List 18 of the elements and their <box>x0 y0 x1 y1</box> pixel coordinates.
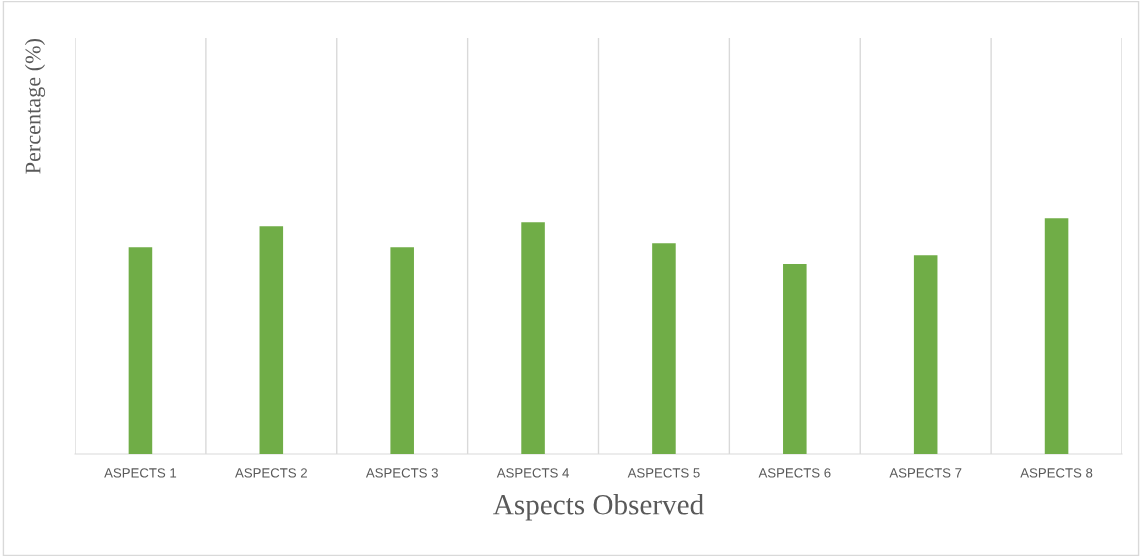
bar <box>783 264 807 454</box>
bar <box>128 247 153 454</box>
x-axis-title: Aspects Observed <box>493 494 704 521</box>
x-tick-label: ASPECTS 2 <box>235 468 307 478</box>
x-tick-label: ASPECTS 1 <box>104 468 177 478</box>
x-tick-label: ASPECTS 5 <box>627 468 700 478</box>
bar <box>390 247 414 454</box>
x-tick-label: ASPECTS 4 <box>496 468 569 478</box>
x-tick-label: ASPECTS 8 <box>1020 468 1093 478</box>
bar <box>521 222 545 454</box>
y-axis-title: Percentage (%) <box>24 38 46 174</box>
x-tick-label: ASPECTS 7 <box>889 468 962 478</box>
bar <box>259 226 284 454</box>
bar <box>652 243 676 454</box>
bar <box>913 255 938 454</box>
x-tick-label: ASPECTS 3 <box>365 468 438 478</box>
x-tick-label: ASPECTS 6 <box>758 468 831 478</box>
bar <box>1044 218 1069 454</box>
